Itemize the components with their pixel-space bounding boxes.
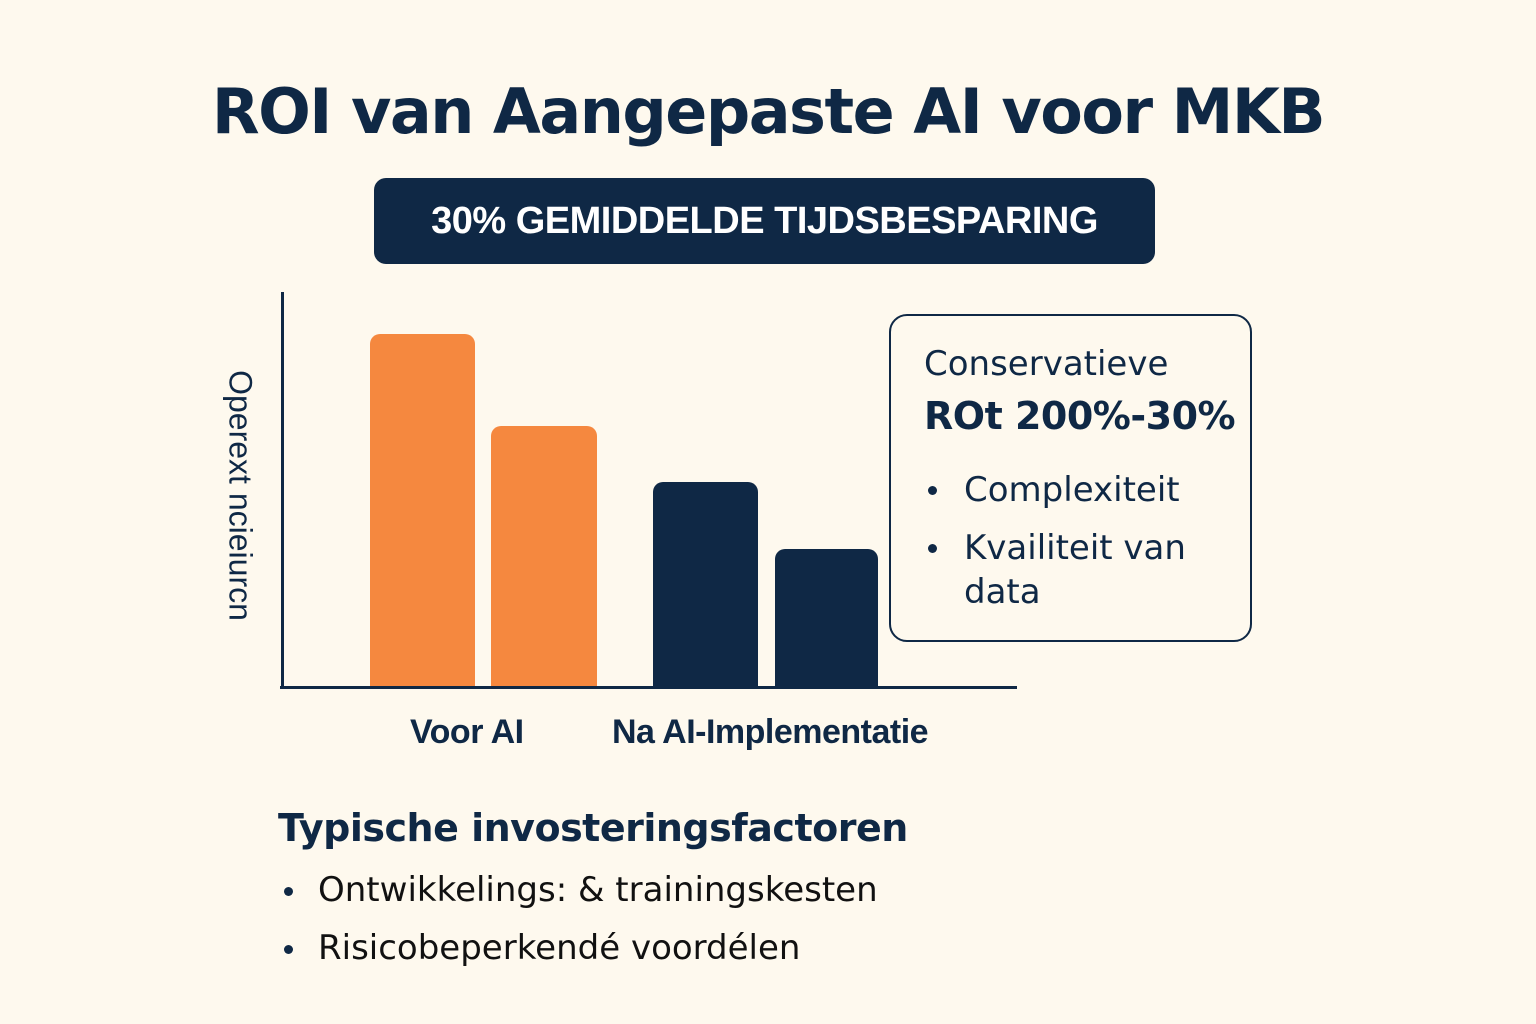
bullet-icon (284, 945, 293, 954)
factors-heading: Typische invosteringsfactoren (278, 806, 908, 850)
factors-list-item: Risicobeperkendé voordélen (280, 924, 878, 972)
bullet-icon (928, 544, 937, 553)
time-savings-badge: 30% GEMIDDELDE TIJDSBESPARING (374, 178, 1155, 264)
y-axis-label-text: Operext ncieiurcn (222, 370, 259, 621)
callout-line1: Conservatieve (924, 344, 1169, 384)
callout-list: Complexiteit Kvailiteit van data (924, 468, 1234, 628)
page-title: ROI van Aangepaste AI voor MKB (211, 75, 1326, 148)
callout-roi-value: ROt 200%-30% (924, 394, 1236, 438)
bar-3 (653, 482, 758, 687)
callout-list-item: Complexiteit (924, 468, 1234, 512)
badge-label: 30% GEMIDDELDE TIJDSBESPARING (431, 199, 1098, 242)
callout-list-item: Kvailiteit van data (924, 526, 1234, 614)
bar-1 (370, 334, 475, 687)
x-label-voor-ai: Voor AI (410, 713, 524, 751)
bullet-icon (928, 486, 937, 495)
x-label-na-ai: Na AI-Implementatie (612, 713, 929, 751)
bullet-icon (284, 887, 293, 896)
roi-callout-box: Conservatieve ROt 200%-30% Complexiteit … (889, 314, 1252, 642)
x-axis (280, 686, 1017, 689)
y-axis (281, 292, 284, 689)
factors-list: Ontwikkelings: & trainingskesten Risicob… (280, 866, 878, 982)
bar-2 (491, 426, 597, 687)
bar-4 (775, 549, 878, 687)
factors-list-item: Ontwikkelings: & trainingskesten (280, 866, 878, 914)
